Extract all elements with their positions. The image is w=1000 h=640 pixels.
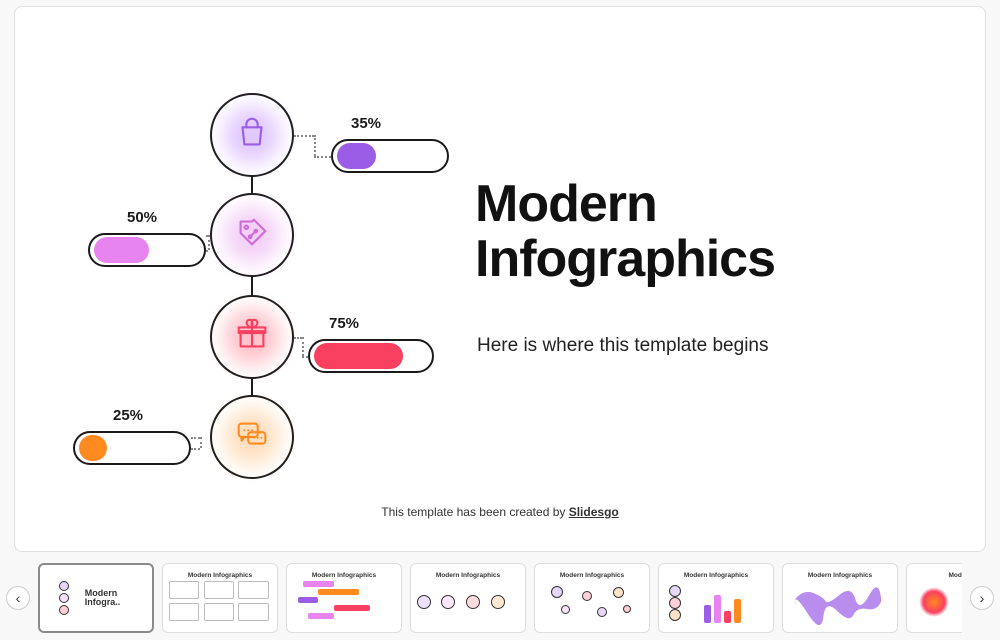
connector-dotted	[294, 337, 302, 339]
connector-dotted	[294, 135, 314, 137]
tag-percent-icon	[233, 214, 271, 257]
credit-line: This template has been created by Slides…	[15, 505, 985, 519]
thumbnail-7[interactable]: Modern Infographics	[782, 563, 898, 633]
pct-label-tag: 50%	[127, 209, 157, 226]
slide-title: ModernInfographics	[475, 177, 775, 286]
node-chat	[210, 395, 294, 479]
thumbnail-strip: ‹ ModernInfogra..Modern InfographicsMode…	[0, 556, 1000, 640]
progress-fill-chat	[79, 435, 107, 461]
progress-fill-bag	[337, 143, 376, 169]
progress-bar-bag	[331, 139, 449, 173]
connector-dotted	[206, 250, 208, 252]
shopping-bag-icon	[233, 114, 271, 157]
connector-dotted	[302, 356, 308, 358]
connector-dotted	[314, 135, 316, 156]
title-line1: Modern	[475, 175, 657, 233]
progress-bar-gift	[308, 339, 434, 373]
credit-text: This template has been created by	[381, 505, 568, 519]
credit-brand-link[interactable]: Slidesgo	[569, 505, 619, 519]
progress-fill-gift	[314, 343, 403, 369]
connector-dotted	[191, 448, 200, 450]
connector-dotted	[200, 437, 202, 448]
connector-dotted	[208, 235, 210, 250]
thumbnail-3[interactable]: Modern Infographics	[286, 563, 402, 633]
pct-label-gift: 75%	[329, 315, 359, 332]
next-button[interactable]: ›	[970, 586, 994, 610]
title-line2: Infographics	[475, 230, 775, 288]
progress-bar-chat	[73, 431, 191, 465]
main-slide: 35% 50% 75% 25% ModernInfographics Here is wh…	[14, 6, 986, 552]
chat-icon	[233, 416, 271, 459]
connector-dotted	[191, 437, 200, 439]
thumbnail-2[interactable]: Modern Infographics	[162, 563, 278, 633]
node-bag	[210, 93, 294, 177]
node-gift	[210, 295, 294, 379]
connector-line	[251, 135, 253, 437]
pct-label-chat: 25%	[113, 407, 143, 424]
presentation-viewer: 35% 50% 75% 25% ModernInfographics Here is wh…	[0, 0, 1000, 640]
gift-icon	[233, 316, 271, 359]
prev-button[interactable]: ‹	[6, 586, 30, 610]
thumbnail-row: ModernInfogra..Modern InfographicsModern…	[38, 563, 962, 633]
node-tag	[210, 193, 294, 277]
thumbnail-4[interactable]: Modern Infographics	[410, 563, 526, 633]
thumbnail-5[interactable]: Modern Infographics	[534, 563, 650, 633]
connector-dotted	[302, 337, 304, 356]
thumbnail-8[interactable]: Modern I	[906, 563, 962, 633]
progress-fill-tag	[94, 237, 149, 263]
slide-canvas: 35% 50% 75% 25% ModernInfographics Here is wh…	[15, 7, 985, 551]
thumbnail-6[interactable]: Modern Infographics	[658, 563, 774, 633]
thumbnail-1[interactable]: ModernInfogra..	[38, 563, 154, 633]
pct-label-bag: 35%	[351, 115, 381, 132]
connector-dotted	[314, 156, 331, 158]
slide-subtitle: Here is where this template begins	[477, 335, 768, 357]
progress-bar-tag	[88, 233, 206, 267]
